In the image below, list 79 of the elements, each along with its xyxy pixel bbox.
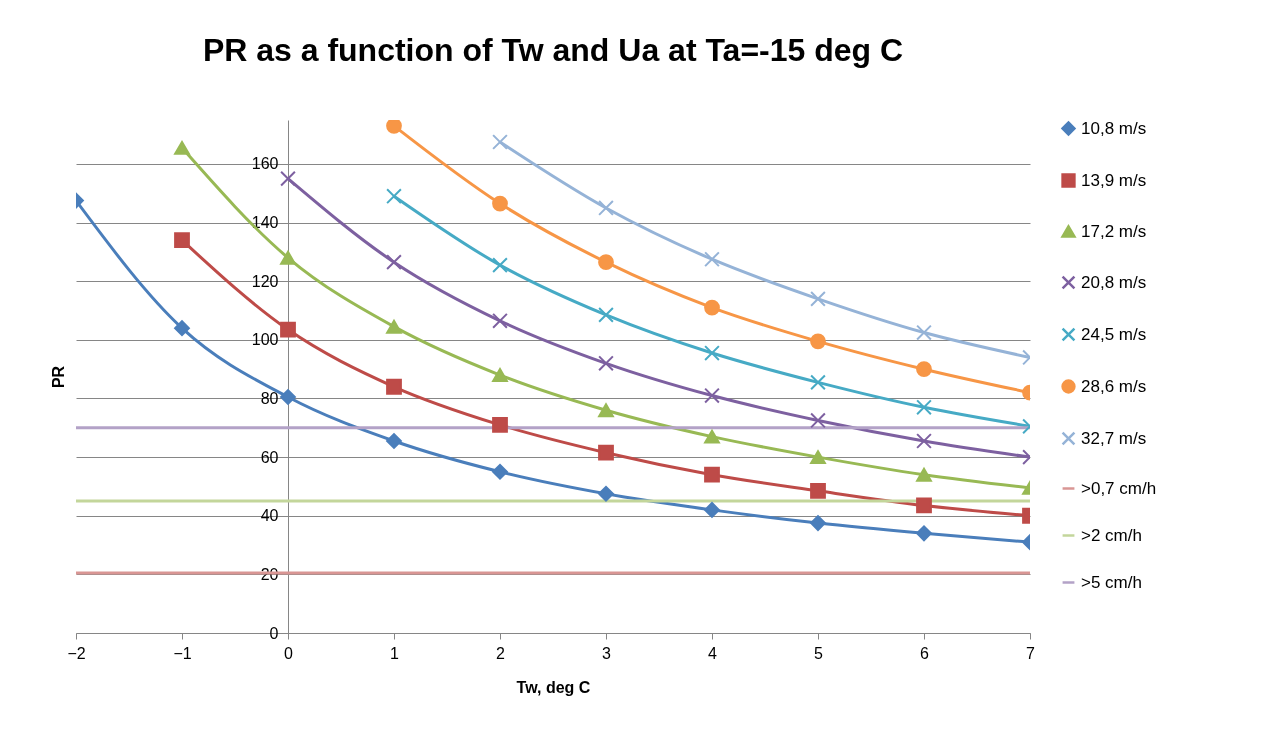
- legend-label: >2 cm/h: [1081, 525, 1142, 545]
- x-tick-label: −2: [67, 644, 86, 662]
- point: [598, 403, 614, 418]
- point: [704, 345, 720, 361]
- point: [280, 250, 296, 265]
- x-tick-label: 6: [920, 644, 930, 662]
- y-tick-label: 0: [269, 624, 279, 642]
- point: [174, 140, 190, 155]
- x-tick-label: 1: [390, 644, 400, 662]
- point: [492, 195, 508, 212]
- point: [704, 466, 720, 483]
- point: [598, 254, 614, 271]
- legend-label: >0,7 cm/h: [1081, 478, 1157, 498]
- point: [916, 361, 932, 378]
- point: [810, 374, 826, 391]
- point: [810, 290, 826, 307]
- point: [704, 429, 720, 444]
- point: [916, 324, 932, 341]
- point: [386, 254, 402, 271]
- point: [280, 170, 296, 187]
- point: [386, 120, 402, 134]
- legend-label: 32,7 m/s: [1081, 428, 1147, 448]
- x-tick-label: 0: [284, 644, 294, 662]
- point: [916, 497, 932, 514]
- point: [386, 319, 402, 334]
- point: [386, 378, 402, 395]
- legend-label: 13,9 m/s: [1081, 170, 1147, 190]
- x-tick-label: 3: [602, 644, 612, 662]
- point: [704, 299, 720, 316]
- point: [916, 525, 932, 542]
- x-tick-label: 4: [708, 644, 718, 662]
- point: [916, 399, 932, 416]
- point: [598, 307, 614, 323]
- legend-label: 28,6 m/s: [1081, 376, 1147, 396]
- point: [174, 232, 190, 249]
- point: [280, 321, 296, 338]
- y-tick-label: 140: [251, 214, 279, 232]
- y-tick-label: 160: [251, 155, 279, 173]
- point: [704, 251, 720, 268]
- x-tick-label: 2: [496, 644, 506, 662]
- point: [598, 485, 614, 502]
- point: [492, 463, 508, 480]
- point: [598, 355, 614, 372]
- point: [704, 501, 720, 518]
- point: [492, 257, 508, 273]
- point: [174, 320, 190, 337]
- legend-label: 20,8 m/s: [1081, 272, 1147, 292]
- point: [386, 188, 402, 205]
- point: [704, 387, 720, 404]
- point: [386, 433, 402, 449]
- point: [598, 444, 614, 461]
- point: [810, 450, 826, 465]
- legend-label: 17,2 m/s: [1081, 221, 1147, 241]
- point: [598, 200, 614, 216]
- x-axis-title: Tw, deg C: [516, 678, 591, 696]
- point: [492, 134, 508, 150]
- legend-label: 24,5 m/s: [1081, 324, 1147, 344]
- point: [810, 515, 826, 531]
- y-tick-label: 60: [260, 448, 279, 466]
- point: [810, 482, 826, 499]
- y-tick-label: 120: [251, 272, 279, 290]
- point: [492, 416, 508, 433]
- legend-label: >5 cm/h: [1081, 572, 1142, 592]
- y-tick-label: 80: [260, 389, 279, 407]
- y-axis-title: PR: [49, 365, 67, 389]
- x-tick-label: 5: [814, 644, 824, 662]
- point: [492, 312, 508, 329]
- point: [810, 333, 826, 350]
- y-tick-label: 40: [260, 507, 279, 525]
- point: [916, 433, 932, 449]
- chart-title: PR as a function of Tw and Ua at Ta=-15 deg C: [202, 32, 904, 68]
- point: [916, 467, 932, 482]
- point: [492, 368, 508, 382]
- point: [810, 412, 826, 429]
- x-tick-label: −1: [173, 644, 192, 662]
- legend-label: 10,8 m/s: [1081, 118, 1147, 138]
- point: [280, 389, 296, 405]
- x-tick-label: 7: [1026, 644, 1036, 662]
- y-tick-label: 100: [251, 331, 279, 349]
